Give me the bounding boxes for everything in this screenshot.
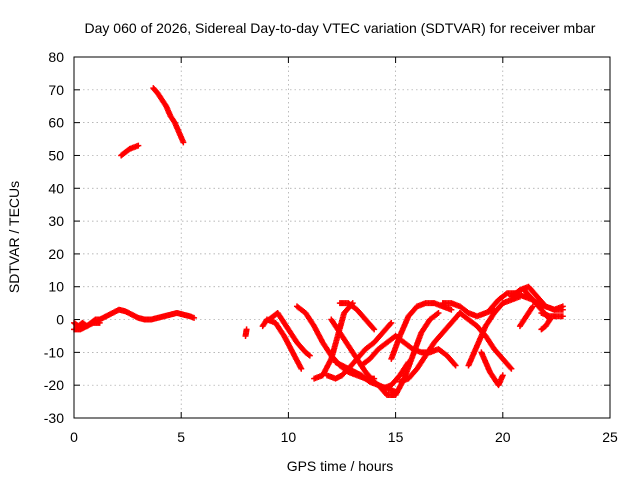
y-tick-label: -10 [44,344,64,360]
data-point [305,351,312,358]
x-tick-label: 5 [177,429,185,445]
series-trace-5 [242,326,250,339]
x-tick-label: 25 [602,429,618,445]
series-trace-15 [375,309,442,399]
data-point [529,303,536,310]
data-point [191,314,198,321]
data-marks [71,85,566,399]
y-tick-label: 70 [48,82,64,98]
data-point [507,364,514,371]
series-trace-24 [516,303,536,330]
series-trace-4 [150,85,187,146]
x-tick-label: 15 [388,429,404,445]
data-point [243,326,250,333]
x-tick-label: 20 [495,429,511,445]
data-point [435,309,442,316]
y-tick-label: 10 [48,279,64,295]
series-trace-7 [266,309,313,359]
data-point [387,320,394,327]
y-tick-label: 40 [48,180,64,196]
y-tick-label: 0 [56,312,64,328]
data-point [559,303,566,310]
x-tick-label: 10 [281,429,297,445]
data-point [508,365,515,372]
y-tick-label: -30 [44,410,64,426]
y-tick-label: 50 [48,147,64,163]
series-trace-20 [456,309,515,372]
y-tick-label: 60 [48,115,64,131]
y-tick-label: 30 [48,213,64,229]
series-trace-21 [478,349,506,389]
series-trace-26 [534,300,566,313]
y-tick-label: 20 [48,246,64,262]
y-tick-label: 80 [48,49,64,65]
data-point [546,316,553,323]
data-point [388,319,395,326]
data-point [371,326,378,333]
axis-ticks: 0 5 10 15 20 25 -30 -20 -10 0 10 20 30 40 50 60 70 80 [44,49,618,445]
y-axis-label: SDTVAR / TECUs [6,181,22,293]
data-point [451,361,458,368]
x-axis-label: GPS time / hours [287,458,394,474]
data-point [370,325,377,332]
chart-title: Day 060 of 2026, Sidereal Day-to-day VTE… [85,20,596,36]
data-point [559,313,566,320]
series-trace-2 [71,319,103,333]
plot-frame [73,56,611,419]
data-point [298,365,305,372]
data-point [135,142,142,149]
series-trace-27 [538,309,566,320]
x-tick-label: 0 [70,429,78,445]
data-point [96,319,103,326]
series-trace-28 [538,316,553,333]
data-point [434,310,441,317]
series-trace-13 [336,300,378,333]
data-point [180,139,187,146]
series-trace-3 [118,142,142,159]
data-point [452,362,459,369]
data-point [448,306,455,313]
y-tick-label: -20 [44,377,64,393]
data-point [306,352,313,359]
series-trace-16 [388,300,455,362]
data-point [499,372,506,379]
